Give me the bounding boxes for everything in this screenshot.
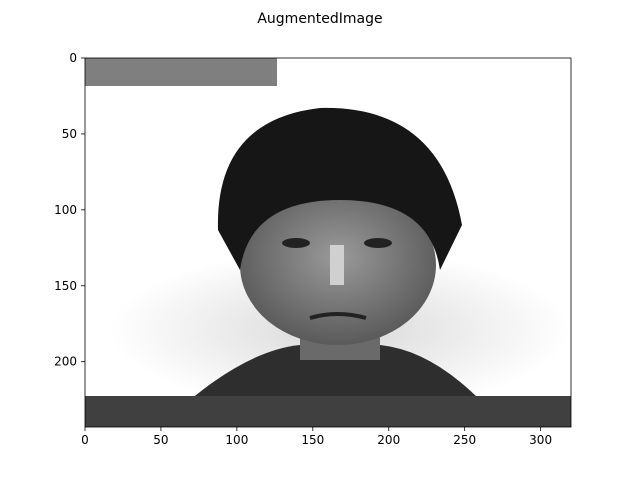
y-tick-label: 0	[69, 51, 77, 65]
x-tick-label: 200	[377, 433, 400, 447]
x-tick-label: 300	[529, 433, 552, 447]
x-tick-label: 50	[153, 433, 168, 447]
y-tick-label: 200	[54, 355, 77, 369]
chart-title: AugmentedImage	[257, 11, 382, 27]
x-tick-label: 100	[225, 433, 248, 447]
x-tick-label: 250	[453, 433, 476, 447]
image	[85, 58, 571, 427]
y-tick-label: 100	[54, 203, 77, 217]
x-tick-label: 0	[81, 433, 89, 447]
x-tick-label: 150	[301, 433, 324, 447]
axes-frame	[84, 57, 572, 428]
y-tick-label: 150	[54, 279, 77, 293]
y-tick-label: 50	[62, 127, 77, 141]
